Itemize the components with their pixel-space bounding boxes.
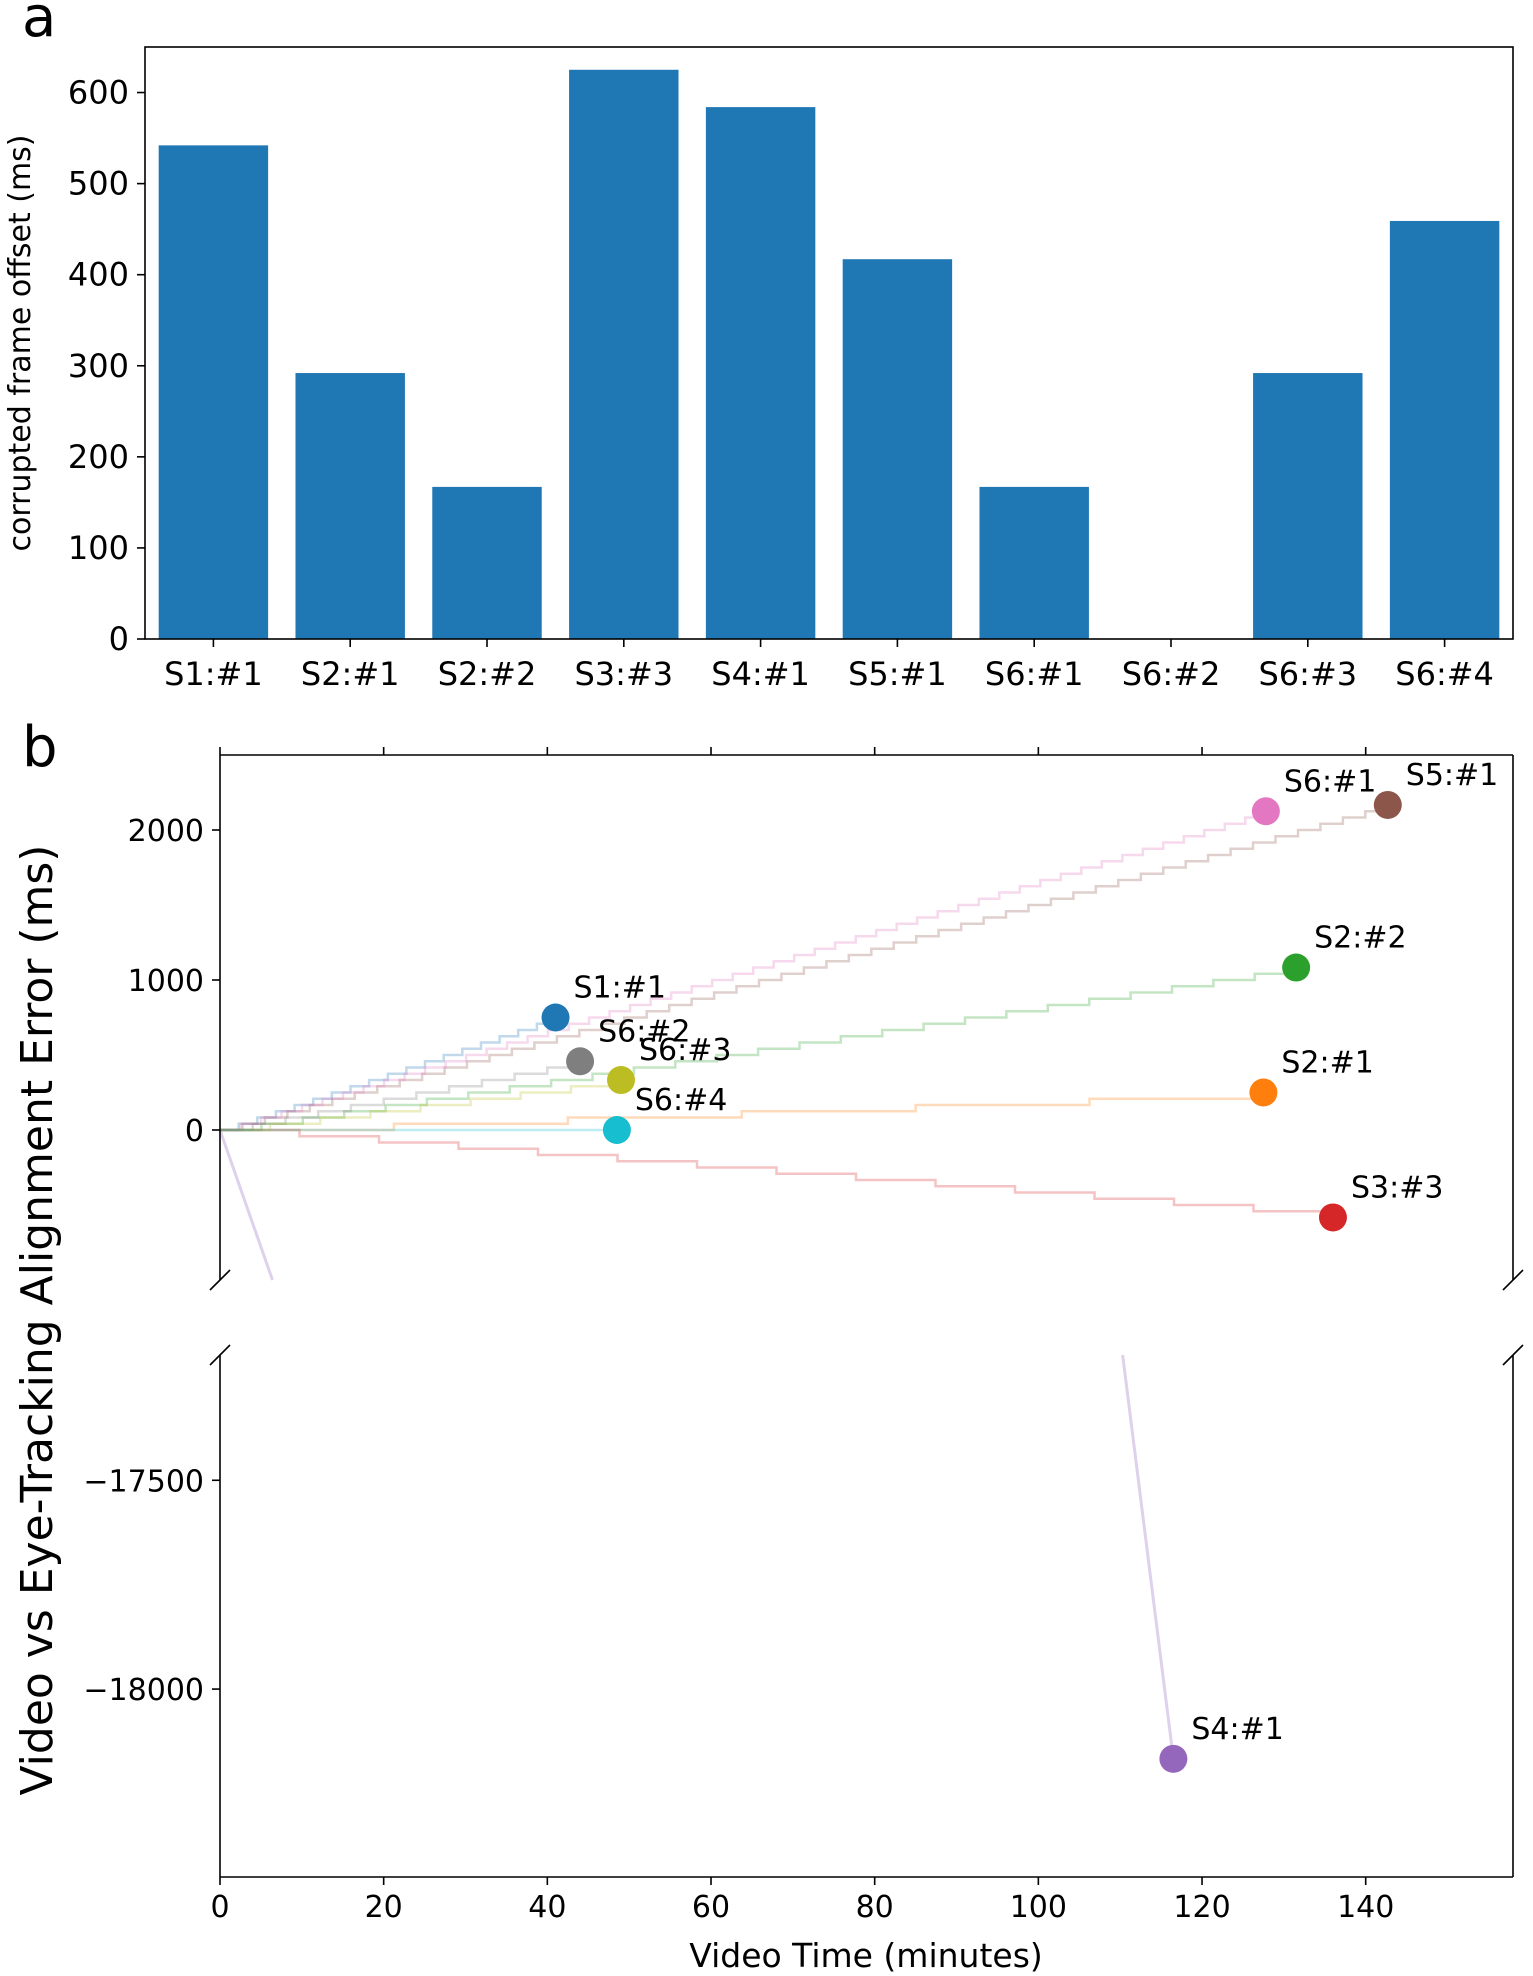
y-axis-b: 0 1000 2000 −17500 −18000 <box>83 814 220 1708</box>
trajectory-line <box>220 811 1268 1132</box>
bar-s3-3 <box>569 69 679 640</box>
x-tick-label-b: 20 <box>365 1890 403 1925</box>
point-label-s6-3: S6:#3 <box>639 1033 731 1068</box>
trajectory-line <box>220 805 1390 1132</box>
bar-s2-2 <box>432 486 542 639</box>
trajectory-line <box>220 1080 623 1132</box>
point-s6-4 <box>602 1116 631 1144</box>
panel-a-label: a <box>22 0 56 50</box>
x-tick-label-a: S2:#2 <box>438 655 537 693</box>
x-tick-label-a: S3:#3 <box>574 655 673 693</box>
bar-group <box>158 69 1500 640</box>
y-tick-label-a: 600 <box>68 74 129 112</box>
point-label-s5-1: S5:#1 <box>1406 758 1498 793</box>
y-tick-label-a: 500 <box>68 165 129 203</box>
trajectory-line <box>220 967 1298 1132</box>
point-label-s6-4: S6:#4 <box>635 1083 727 1118</box>
x-tick-label-a: S6:#4 <box>1395 655 1494 693</box>
trajectory-line <box>220 1017 557 1132</box>
x-tick-label-a: S6:#2 <box>1122 655 1221 693</box>
y-tick-label-a: 0 <box>109 620 129 658</box>
x-tick-label-a: S5:#1 <box>848 655 947 693</box>
x-tick-label-a: S2:#1 <box>301 655 400 693</box>
y-tick-label-a: 300 <box>68 347 129 385</box>
point-label-s1-1: S1:#1 <box>574 971 666 1006</box>
x-tick-label-b: 40 <box>528 1890 566 1925</box>
y-tick-label-a: 200 <box>68 438 129 476</box>
x-axis-a: S1:#1 S2:#1 S2:#2 S3:#3 S4:#1 S5:#1 S6:#1 S6:#2… <box>164 639 1494 693</box>
bar-s6-3 <box>1253 373 1363 639</box>
point-s4-1 <box>1159 1744 1188 1773</box>
axis-break-marks <box>209 1269 1524 1366</box>
point-label-s3-3: S3:#3 <box>1351 1170 1443 1205</box>
x-axis-label-b: Video Time (minutes) <box>689 1936 1043 1975</box>
panel-b-label: b <box>22 715 58 780</box>
bar-chart-panel-a: 0 100 200 300 400 500 600 S1:#1 S2:#1 S2:#2 S3:#3… <box>3 46 1514 693</box>
bar-s2-1 <box>295 373 405 639</box>
point-label-s2-2: S2:#2 <box>1314 921 1406 956</box>
point-label-s6-1: S6:#1 <box>1284 764 1376 799</box>
point-label-s2-1: S2:#1 <box>1281 1046 1373 1081</box>
point-s2-1 <box>1249 1078 1278 1107</box>
x-tick-label-b: 140 <box>1337 1890 1394 1925</box>
x-tick-label-a: S6:#1 <box>985 655 1084 693</box>
x-tick-label-a: S1:#1 <box>164 655 263 693</box>
y-tick-label-b: −18000 <box>83 1673 204 1708</box>
trajectory-line <box>218 1129 274 1281</box>
plot-frame-a <box>144 46 1514 640</box>
point-s3-3 <box>1318 1203 1347 1232</box>
trajectory-line <box>220 1092 1265 1132</box>
point-label-s6-2: S6:#2 <box>598 1014 690 1049</box>
x-tick-label-b: 60 <box>692 1890 730 1925</box>
x-tick-label-b: 0 <box>210 1890 229 1925</box>
y-tick-label-b: 2000 <box>128 814 204 849</box>
trajectory-line <box>1121 1354 1175 1760</box>
y-tick-label-a: 400 <box>68 256 129 294</box>
bar-s4-1 <box>705 107 816 639</box>
bar-s6-4 <box>1389 220 1500 640</box>
scatter-chart-panel-b: 0 1000 2000 −17500 −18000 0 20 40 60 80 100 120 140… <box>12 747 1524 1975</box>
point-s6-2 <box>566 1047 595 1076</box>
y-tick-label-b: −17500 <box>83 1464 204 1499</box>
point-s6-3 <box>606 1066 635 1095</box>
y-axis-label-a: corrupted frame offset (ms) <box>3 134 38 551</box>
bar-s5-1 <box>842 259 953 639</box>
bar-s6-1 <box>979 486 1089 639</box>
x-tick-label-b: 100 <box>1010 1890 1067 1925</box>
plot-frame-b <box>219 754 1514 1878</box>
point-label-s4-1: S4:#1 <box>1191 1712 1283 1747</box>
bar-s1-1 <box>158 145 269 639</box>
scatter-points: S1:#1 S2:#1 S2:#2 S3:#3 S4:#1 S5:#1 S6:#1 S6:#2… <box>541 758 1498 1773</box>
x-tick-label-b: 80 <box>856 1890 894 1925</box>
x-tick-label-a: S4:#1 <box>711 655 810 693</box>
point-s2-2 <box>1282 953 1311 982</box>
x-axis-b: 0 20 40 60 80 100 120 140 <box>210 747 1394 1925</box>
point-s6-1 <box>1251 797 1280 826</box>
y-axis-a: 0 100 200 300 400 500 600 <box>68 74 145 658</box>
point-s5-1 <box>1373 790 1402 819</box>
trajectory-lines <box>218 805 1390 1760</box>
trajectory-line <box>220 1061 582 1132</box>
x-tick-label-b: 120 <box>1173 1890 1230 1925</box>
point-s1-1 <box>541 1003 570 1032</box>
y-tick-label-a: 100 <box>68 529 129 567</box>
y-tick-label-b: 1000 <box>128 964 204 999</box>
trajectory-line <box>220 1128 1335 1218</box>
x-tick-label-a: S6:#3 <box>1258 655 1357 693</box>
y-tick-label-b: 0 <box>185 1114 204 1149</box>
y-axis-label-b: Video vs Eye-Tracking Alignment Error (m… <box>12 845 63 1796</box>
